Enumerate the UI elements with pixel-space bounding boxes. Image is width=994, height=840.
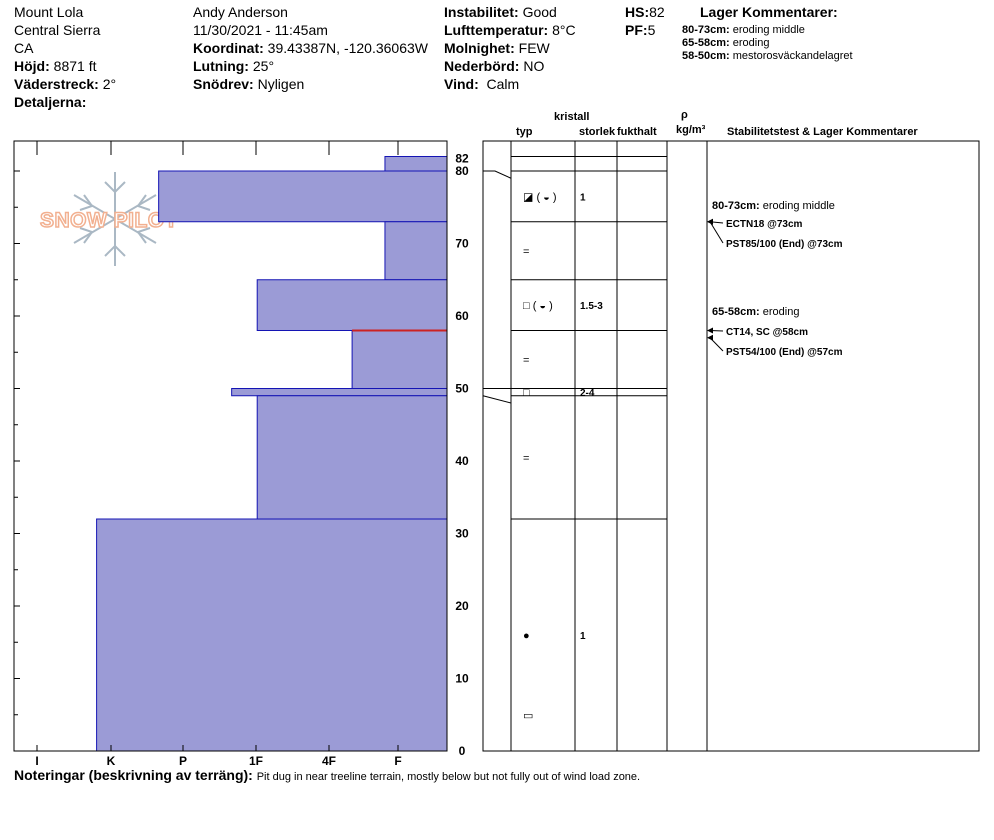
observer: Andy Anderson (193, 4, 288, 20)
aspect-value: 2° (102, 76, 117, 92)
hs-value: 82 (649, 4, 665, 20)
col-crystal-header: kristall (554, 111, 590, 123)
hardness-tick-label: F (394, 754, 401, 768)
depth-tick-label: 0 (459, 744, 466, 758)
sky-label: Molnighet: (444, 40, 515, 56)
snowflake-logo-icon (73, 172, 157, 266)
depth-tick-label: 30 (455, 527, 469, 541)
layer-bar (231, 388, 448, 397)
drift-label: Snödrev: (193, 76, 254, 92)
depth-tick-label: 40 (455, 454, 469, 468)
col-stability-header: Stabilitetstest & Lager Kommentarer (727, 126, 918, 138)
depth-tick-label: 20 (455, 599, 469, 613)
snowpilot-logo: SNOW PILOT (40, 209, 178, 232)
crystal-size: 1.5-3 (580, 301, 603, 312)
instability-value: Good (522, 4, 557, 20)
stability-test: PST85/100 (End) @73cm (726, 239, 843, 250)
aspect-label: Väderstreck: (14, 76, 99, 92)
stability-test: ECTN18 @73cm (726, 219, 803, 230)
layer-comment-range: 80-73cm: (682, 24, 730, 36)
hardness-tick-label: K (107, 754, 116, 768)
layer-comments-title: Lager Kommentarer: (700, 4, 838, 20)
location: Mount Lola (14, 4, 84, 20)
crystal-size: 2-4 (580, 388, 595, 399)
sky-value: FEW (518, 40, 550, 56)
layer-comment-text: mestorosväckandelagret (732, 50, 853, 62)
precip-value: NO (523, 58, 545, 74)
layer-bar (158, 170, 448, 223)
depth-connector (483, 170, 512, 179)
airtemp-label: Lufttemperatur: (444, 22, 549, 38)
layer-comment-range: 58-50cm: (682, 50, 730, 62)
crystal-type: □ (523, 387, 530, 399)
stability-test: CT14, SC @58cm (726, 327, 808, 338)
crystal-type: = (523, 452, 529, 464)
layer-bar (384, 221, 448, 281)
stability-layer-comment: 65-58cm: eroding (712, 306, 799, 318)
state: CA (14, 40, 34, 56)
crystal-type: ▭ (523, 710, 533, 722)
hardness-tick-label: I (35, 754, 38, 768)
depth-top-label: 82 (455, 152, 469, 166)
elevation-label: Höjd: (14, 58, 50, 74)
stability-arrowhead (707, 218, 713, 225)
elevation-value: 8871 ft (53, 58, 97, 74)
stability-arrowhead (707, 334, 713, 341)
col-rho-header: ρ (681, 109, 688, 121)
slope-value: 25° (252, 58, 275, 74)
hardness-tick-label: P (179, 754, 187, 768)
layer-comment-text: eroding (732, 37, 770, 49)
notes-label: Noteringar (beskrivning av terräng): (14, 767, 253, 783)
depth-connector (482, 395, 512, 404)
layer-bar (351, 330, 448, 389)
pf-label: PF: (625, 22, 648, 38)
stability-layer-comment: 80-73cm: eroding middle (712, 200, 835, 212)
crystal-type: = (523, 355, 529, 367)
stability-arrowhead (707, 327, 713, 334)
layer-bar (96, 518, 448, 752)
hardness-tick-label: 1F (249, 754, 263, 768)
profile-table-frame (482, 140, 980, 752)
slope-label: Lutning: (193, 58, 249, 74)
col-density-unit: kg/m³ (676, 124, 706, 136)
stability-test: PST54/100 (End) @57cm (726, 347, 843, 358)
layer-bar (384, 156, 448, 172)
wind-value: Calm (486, 76, 520, 92)
depth-tick-label: 70 (455, 237, 469, 251)
col-type-header: typ (516, 126, 533, 138)
pf-value: 5 (647, 22, 656, 38)
crystal-type: □ ( ◒ ) (523, 300, 553, 312)
hardness-tick-label: 4F (322, 754, 336, 768)
crystal-size: 1 (580, 192, 586, 203)
coord-label: Koordinat: (193, 40, 264, 56)
crystal-type: ● (523, 630, 530, 642)
col-size-header: storlek (579, 126, 616, 138)
instability-label: Instabilitet: (444, 4, 519, 20)
depth-tick-label: 10 (455, 672, 469, 686)
airtemp-value: 8°C (552, 22, 576, 38)
layer-bar (256, 279, 448, 331)
depth-tick-label: 50 (455, 382, 469, 396)
range: Central Sierra (14, 22, 101, 38)
plot-frame (13, 140, 448, 752)
datetime: 11/30/2021 - 11:45am (193, 22, 328, 38)
hs-label: HS: (625, 4, 650, 20)
coord-value: 39.43387N, -120.36063W (267, 40, 428, 56)
crystal-size: 1 (580, 631, 586, 642)
details-label: Detaljerna: (14, 94, 87, 110)
layer-comment-range: 65-58cm: (682, 37, 730, 49)
layer-comment-text: eroding middle (732, 24, 805, 36)
drift-value: Nyligen (257, 76, 305, 92)
depth-tick-label: 60 (455, 309, 469, 323)
crystal-type: = (523, 246, 529, 258)
crystal-type: ◪ ( ◒ ) (523, 191, 557, 203)
col-moisture-header: fukthalt (617, 126, 657, 138)
precip-label: Nederbörd: (444, 58, 520, 74)
notes-text: Pit dug in near treeline terrain, mostly… (256, 771, 641, 783)
depth-tick-label: 80 (455, 164, 469, 178)
layer-bar (256, 395, 448, 520)
wind-label: Vind: (444, 76, 479, 92)
stability-arrow (709, 221, 724, 244)
